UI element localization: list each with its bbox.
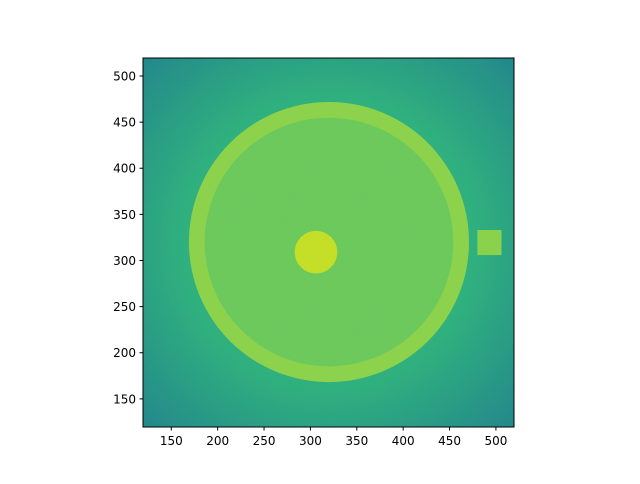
y-tick-label: 150 (113, 392, 136, 406)
y-tick-label: 400 (113, 162, 136, 176)
x-tick-label: 300 (299, 434, 322, 448)
y-tick-label: 200 (113, 346, 136, 360)
y-tick-label: 350 (113, 208, 136, 222)
x-tick-label: 450 (438, 434, 461, 448)
x-tick-label: 250 (253, 434, 276, 448)
x-axis: 150 200 250 300 350 400 450 500 (160, 427, 507, 448)
bright-disk (294, 230, 338, 274)
y-tick-label: 450 (113, 116, 136, 130)
y-axis: 150 200 250 300 350 400 450 500 (113, 69, 143, 406)
x-tick-label: 150 (160, 434, 183, 448)
y-tick-label: 250 (113, 300, 136, 314)
x-tick-label: 200 (206, 434, 229, 448)
image-area (143, 58, 514, 427)
y-tick-label: 500 (113, 69, 136, 83)
x-tick-label: 350 (345, 434, 368, 448)
axes-frame (142, 57, 515, 428)
x-tick-label: 500 (484, 434, 507, 448)
x-tick-label: 400 (392, 434, 415, 448)
square-insert (477, 230, 502, 256)
y-tick-label: 300 (113, 254, 136, 268)
